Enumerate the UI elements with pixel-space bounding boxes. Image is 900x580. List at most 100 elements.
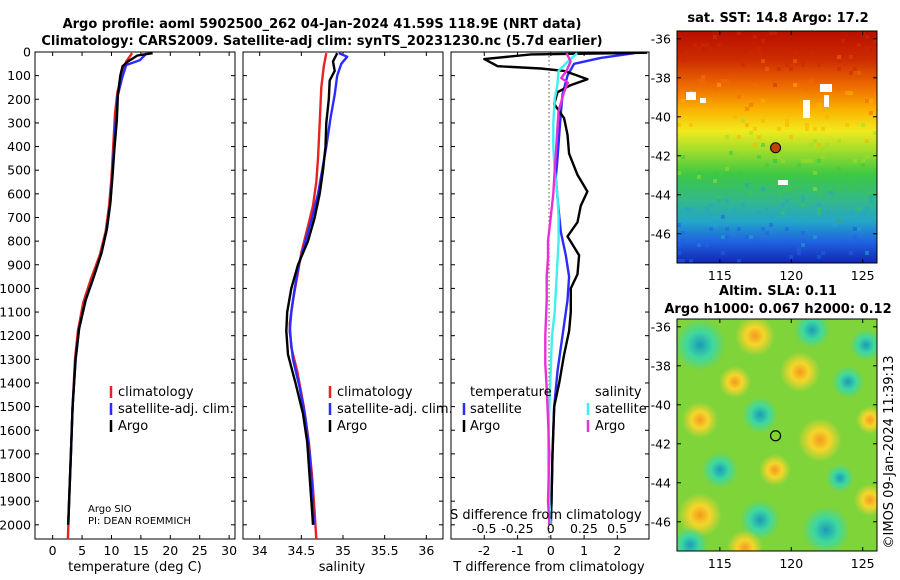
sst-pixel <box>801 203 805 207</box>
legend-argo-label: Argo <box>337 419 367 434</box>
sst-pixel <box>849 91 853 95</box>
sst-pixel <box>817 103 821 107</box>
sst-pixel <box>757 135 761 139</box>
legend-temperature-argo-label: Argo <box>470 419 500 434</box>
sst-pixel <box>797 247 801 251</box>
sst-pixel <box>849 71 853 75</box>
sst-pixel <box>825 211 829 215</box>
sst-pixel <box>733 115 737 119</box>
sst-pixel <box>865 207 869 211</box>
sst-pixel <box>849 219 853 223</box>
sst-pixel <box>697 175 701 179</box>
sst-pixel <box>797 163 801 167</box>
sst-pixel <box>761 39 765 43</box>
map-y-tick-label: -46 <box>651 514 671 529</box>
sst-pixel <box>757 211 761 215</box>
sla-blob <box>798 418 842 462</box>
sst-pixel <box>705 43 709 47</box>
sla-blob <box>740 500 780 540</box>
sst-pixel <box>857 207 861 211</box>
sst-pixel <box>785 187 789 191</box>
legend-climatology-label: climatology <box>118 385 194 400</box>
map-y-tick-label: -38 <box>651 70 671 85</box>
sst-pixel <box>737 171 741 175</box>
sst-pixel <box>817 207 821 211</box>
sla-blob <box>677 527 708 551</box>
x-tick-label: 34.5 <box>287 543 315 558</box>
sst-pixel <box>749 191 753 195</box>
y-tick-label: 1900 <box>0 494 31 509</box>
legend-climatology-label: climatology <box>337 385 413 400</box>
sst-pixel <box>785 123 789 127</box>
sst-pixel <box>837 87 841 91</box>
sst-pixel <box>701 107 705 111</box>
sst-pixel <box>757 47 761 51</box>
sst-pixel <box>681 155 685 159</box>
sst-pixel <box>821 251 825 255</box>
sst-pixel <box>829 191 833 195</box>
sla-blob <box>794 319 830 348</box>
depth-y-ticks: 0 100 200 300 400 500 600 700 800 900 1000 1100 1200… <box>0 45 235 532</box>
map-y-tick-label: -40 <box>651 397 671 412</box>
sst-missing-data-patch <box>686 92 696 100</box>
y-tick-label: 1800 <box>0 470 31 485</box>
x-tick-label: 2 <box>613 543 621 558</box>
difference-panel: -2 -1 0 1 2 S difference from climatology -0… <box>450 51 650 575</box>
y-tick-label: 800 <box>7 234 31 249</box>
sst-pixel <box>721 239 725 243</box>
sst-pixel <box>745 123 749 127</box>
sst-pixel <box>725 167 729 171</box>
sst-pixel <box>873 39 877 43</box>
sst-pixel <box>769 215 773 219</box>
sst-pixel <box>845 123 849 127</box>
legend-salinity-argo-label: Argo <box>595 419 625 434</box>
sst-pixel <box>781 203 785 207</box>
sst-pixel <box>725 135 729 139</box>
sst-pixel <box>777 155 781 159</box>
argo-float-marker <box>770 142 782 154</box>
temperature-plot-frame <box>34 51 236 540</box>
sst-pixel <box>813 171 817 175</box>
sst-pixel <box>869 195 873 199</box>
y-tick-label: 700 <box>7 210 31 225</box>
sst-pixel <box>737 227 741 231</box>
sst-pixel <box>861 123 865 127</box>
sst-pixel <box>713 223 717 227</box>
info-pi: PI: DEAN ROEMMICH <box>88 516 191 527</box>
temperature-x-label: temperature (deg C) <box>68 560 202 575</box>
sla-map-panel: Altim. SLA: 0.11 Argo h1000: 0.067 h2000… <box>651 284 892 571</box>
sla-blob <box>850 329 877 361</box>
sst-map-panel: sat. SST: 14.8 Argo: 17.2 115 120 125 -36 -3… <box>651 11 878 283</box>
sst-pixel <box>717 195 721 199</box>
sst-pixel <box>845 55 849 59</box>
sst-pixel <box>689 207 693 211</box>
sst-pixel <box>801 243 805 247</box>
y-tick-label: 200 <box>7 92 31 107</box>
map-y-tick-label: -36 <box>651 319 671 334</box>
sst-pixel <box>749 103 753 107</box>
x-tick-label: -1 <box>511 543 523 558</box>
sst-pixel <box>869 99 873 103</box>
sst-pixel <box>713 179 717 183</box>
sst-pixel <box>817 203 821 207</box>
sst-pixel <box>757 51 761 55</box>
sst-pixel <box>741 119 745 123</box>
sst-pixel <box>757 239 761 243</box>
sst-pixel <box>781 159 785 163</box>
sst-pixel <box>817 255 821 259</box>
sst-pixel <box>717 83 721 87</box>
sla-blob <box>854 484 877 516</box>
sst-pixel <box>693 43 697 47</box>
sst-pixel <box>857 43 861 47</box>
x-tick-label: 1 <box>580 543 588 558</box>
sst-missing-data-patch <box>778 180 788 185</box>
sst-pixel <box>817 63 821 67</box>
sla-blob <box>832 366 864 398</box>
sst-pixel <box>813 139 817 143</box>
sst-pixel <box>681 59 685 63</box>
sst-pixel <box>817 159 821 163</box>
y-tick-label: 1100 <box>0 305 31 320</box>
sst-pixel <box>821 155 825 159</box>
imos-watermark: ©IMOS 09-Jan-2024 11:39:13 <box>882 356 897 549</box>
